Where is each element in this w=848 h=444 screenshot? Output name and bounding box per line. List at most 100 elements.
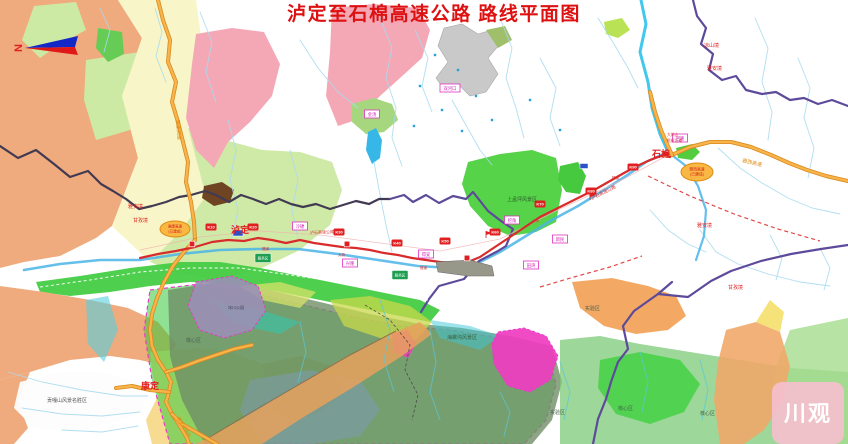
mountain-stream <box>429 329 441 421</box>
river-stream <box>699 229 831 287</box>
town-label: 冷碛 <box>292 221 308 231</box>
map-label: 康定 <box>141 380 160 391</box>
label-yakang-built-shape <box>159 220 191 238</box>
river-stream <box>717 147 841 215</box>
chainage-box <box>333 228 345 236</box>
watermark: 川观 <box>772 382 844 444</box>
planned-route-dashed <box>539 255 643 288</box>
chainage-label: K80 <box>587 189 595 194</box>
map-label: 隧道 <box>262 246 270 251</box>
map-label: 核心区 <box>618 405 633 412</box>
road-g108 <box>648 90 674 157</box>
chainage-box <box>247 223 259 231</box>
map-label: 大桥 <box>532 218 540 223</box>
cyan-patch-left <box>86 296 118 362</box>
magenta-blob-1 <box>491 327 559 393</box>
map-label: 甘孜境 <box>133 217 148 224</box>
river-stream <box>499 17 525 139</box>
river-stream <box>227 119 239 239</box>
interchange-marker <box>463 254 471 262</box>
river-stream <box>414 29 433 113</box>
map-label: 大桥 <box>338 252 346 257</box>
scenic-green-center <box>462 150 562 236</box>
river-stream <box>61 425 139 433</box>
blue-sign <box>579 163 589 169</box>
map-label: 泸石高速公路 <box>310 228 334 235</box>
road-branch-w <box>114 384 171 394</box>
chainage-marker: K80 <box>585 187 597 195</box>
town-box <box>342 258 358 268</box>
chainage-label: K60 <box>491 230 499 235</box>
compass-blue-half <box>25 36 78 48</box>
map-label: 甘孜境 <box>728 284 743 291</box>
terrain-lightgreen-a <box>22 2 86 58</box>
chainage-marker: K70 <box>534 200 546 208</box>
mountain-stream <box>559 361 571 421</box>
town-label: 回隆 <box>672 133 688 143</box>
town-label: 田湾 <box>523 260 539 270</box>
map-label: 隧道 <box>612 175 620 180</box>
map-label: 雅安境 <box>707 65 722 72</box>
town-label: 新民 <box>552 234 568 244</box>
road-branch-ne <box>164 343 254 374</box>
river-north-cyan <box>638 0 670 154</box>
map-label: 核心区 <box>700 410 715 417</box>
hydro-station-dot <box>440 108 444 112</box>
glacier-park-blob <box>187 275 267 339</box>
town-box <box>292 221 308 231</box>
reservoir-gray <box>435 259 495 277</box>
map-label: 核心区 <box>186 337 201 344</box>
town-box <box>552 234 568 244</box>
town-name: 兴隆 <box>346 260 355 267</box>
town-label: 得妥 <box>418 249 434 259</box>
town-label: 金汤 <box>364 109 380 119</box>
hydro-station-dot <box>460 129 464 133</box>
map-label: 枢纽互通 <box>667 138 682 143</box>
boundary-right-south <box>591 280 674 444</box>
dadu-river <box>22 150 670 272</box>
label-yakang-built-text: (已建成) <box>168 228 181 233</box>
chainage-box <box>627 163 639 171</box>
town-box <box>672 133 688 143</box>
label-yaxi-built: 雅西高速(已建成) <box>680 162 714 182</box>
chainage-label: K90 <box>629 165 637 170</box>
sign-text: 服务区 <box>395 273 406 278</box>
interchange-marker <box>343 240 351 248</box>
strip-road-dashed <box>39 267 429 301</box>
river-stream <box>819 247 831 291</box>
town-name: 双河口 <box>444 85 457 92</box>
road-branch-se <box>170 412 219 444</box>
town-name: 得妥 <box>422 251 431 258</box>
river-south-ext <box>666 150 708 262</box>
map-label: 石棉 <box>651 148 670 159</box>
chainage-box <box>534 200 546 208</box>
river-stream <box>154 7 167 83</box>
region-pink-2 <box>326 4 430 126</box>
town-name: 金汤 <box>368 111 377 118</box>
mountain-stream <box>699 359 709 421</box>
river-stream <box>7 371 149 397</box>
hydro-station-dot <box>474 94 478 98</box>
map-label: 贡嘎山风景名胜区 <box>47 397 87 404</box>
chainage-marker: K20 <box>247 223 259 231</box>
chainage-label: K40 <box>393 241 401 246</box>
river-stream <box>797 57 815 179</box>
chainage-marker: K10 <box>205 223 217 231</box>
chainage-marker: K40 <box>391 239 403 247</box>
river-stream <box>373 161 393 253</box>
chainage-label: K50 <box>441 239 449 244</box>
map-label: 上孟坪风景区 <box>507 196 537 203</box>
hydro-station-dot <box>558 128 562 132</box>
map-label: 隧道 <box>420 265 428 270</box>
map-label: 雅安境 <box>128 203 143 210</box>
boundary-center <box>388 190 515 314</box>
yellow-slice <box>756 300 784 332</box>
town-box <box>364 109 380 119</box>
river-stream <box>379 17 403 167</box>
teal-patch-2 <box>430 320 500 350</box>
river-stream <box>649 209 707 253</box>
orange-band-bottomright <box>714 322 790 444</box>
chainage-box <box>489 228 501 236</box>
town-box <box>418 249 434 259</box>
